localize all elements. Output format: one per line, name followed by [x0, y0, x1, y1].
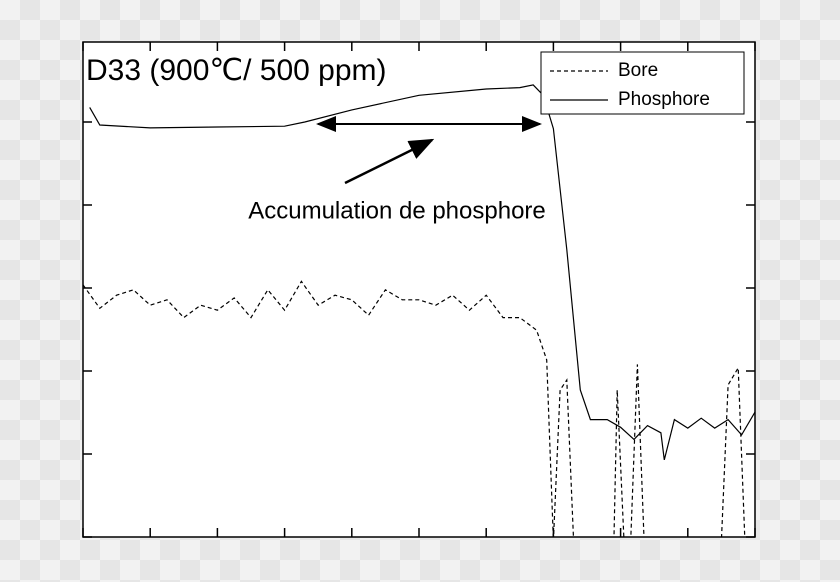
chart-title: D33 (900℃/ 500 ppm)	[86, 54, 387, 87]
series-line	[83, 280, 746, 537]
legend-label: Phosphore	[618, 89, 710, 110]
legend	[540, 51, 745, 115]
legend-label: Bore	[618, 60, 658, 81]
legend-items: Bore Phosphore	[550, 60, 710, 110]
annotation: Accumulation de phosphore	[248, 197, 546, 224]
pointer-arrow	[344, 138, 435, 185]
series-line	[89, 84, 755, 461]
series-group	[83, 84, 755, 537]
plot-area	[82, 41, 756, 538]
